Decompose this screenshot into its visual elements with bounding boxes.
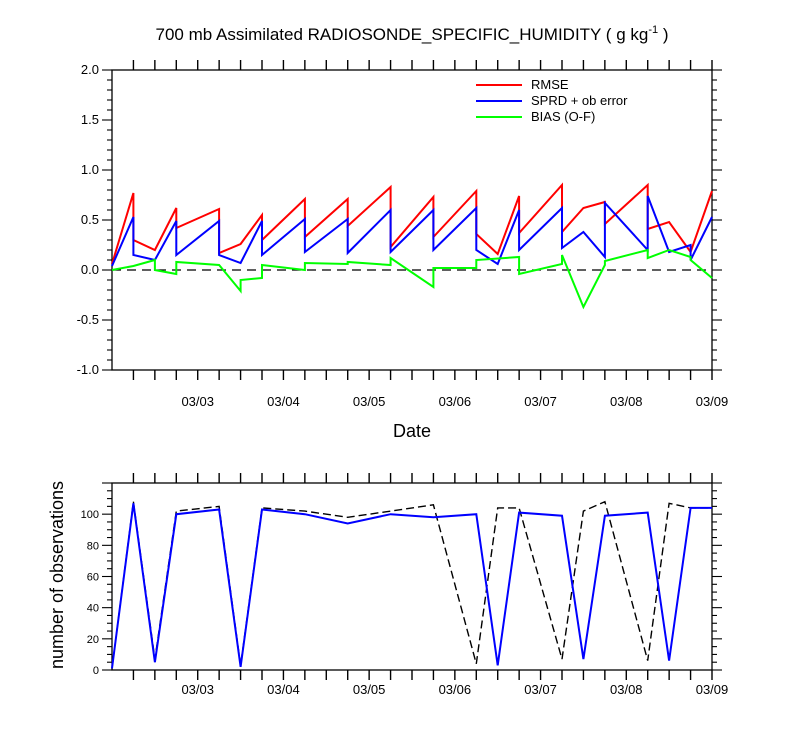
chart-title: 700 mb Assimilated RADIOSONDE_SPECIFIC_H… <box>156 24 669 44</box>
x-tick-label: 03/09 <box>696 682 729 697</box>
x-tick-label: 03/05 <box>353 394 386 409</box>
y-tick-label: 0 <box>93 665 99 677</box>
y-tick-label: 100 <box>81 509 99 521</box>
x-tick-label: 03/04 <box>267 394 300 409</box>
x-tick-label: 03/07 <box>524 682 557 697</box>
y-tick-label: 80 <box>87 540 99 552</box>
title-main: 700 mb Assimilated RADIOSONDE_SPECIFIC_H… <box>156 25 649 44</box>
x-tick-label: 03/07 <box>524 394 557 409</box>
y-tick-label: 0.0 <box>81 262 99 277</box>
bottom-panel: 0 20 40 60 80 100 03/03 03/04 03/05 03/06 03/07 03/… <box>81 473 729 697</box>
y-tick-label: 0.5 <box>81 212 99 227</box>
series-line-sprd-ob-error <box>111 195 713 267</box>
y-tick-label: 1.0 <box>81 162 99 177</box>
series-line-observations-used <box>111 503 712 669</box>
x-tick-label: 03/04 <box>267 682 300 697</box>
series-line-rmse <box>111 182 713 265</box>
top-x-axis-title: Date <box>393 421 431 441</box>
x-tick-label: 03/03 <box>181 682 214 697</box>
series-line-bias-o-f <box>111 248 713 310</box>
title-end: ) <box>658 25 668 44</box>
legend-label: RMSE <box>531 77 569 92</box>
y-tick-label: 20 <box>87 634 99 646</box>
y-tick-label: 1.5 <box>81 112 99 127</box>
y-tick-label: -1.0 <box>77 362 99 377</box>
series-line-observations-possible <box>111 500 712 669</box>
title-superscript: -1 <box>648 24 658 36</box>
top-panel: -1.0 -0.5 0.0 0.5 1.0 1.5 2.0 03/03 03/04 03/05 03… <box>77 60 729 409</box>
x-tick-label: 03/08 <box>610 682 643 697</box>
y-tick-label: 40 <box>87 603 99 615</box>
x-tick-label: 03/08 <box>610 394 643 409</box>
x-tick-label: 03/06 <box>439 682 472 697</box>
legend-label: BIAS (O-F) <box>531 109 595 124</box>
x-tick-label: 03/06 <box>439 394 472 409</box>
y-tick-label: -0.5 <box>77 312 99 327</box>
y-tick-label: 2.0 <box>81 62 99 77</box>
plot-frame <box>111 69 713 371</box>
y-tick-label: 60 <box>87 572 99 584</box>
bottom-y-axis-title: number of observations <box>47 481 67 669</box>
x-tick-label: 03/09 <box>696 394 729 409</box>
x-tick-label: 03/05 <box>353 682 386 697</box>
legend-label: SPRD + ob error <box>531 93 628 108</box>
x-tick-label: 03/03 <box>181 394 214 409</box>
